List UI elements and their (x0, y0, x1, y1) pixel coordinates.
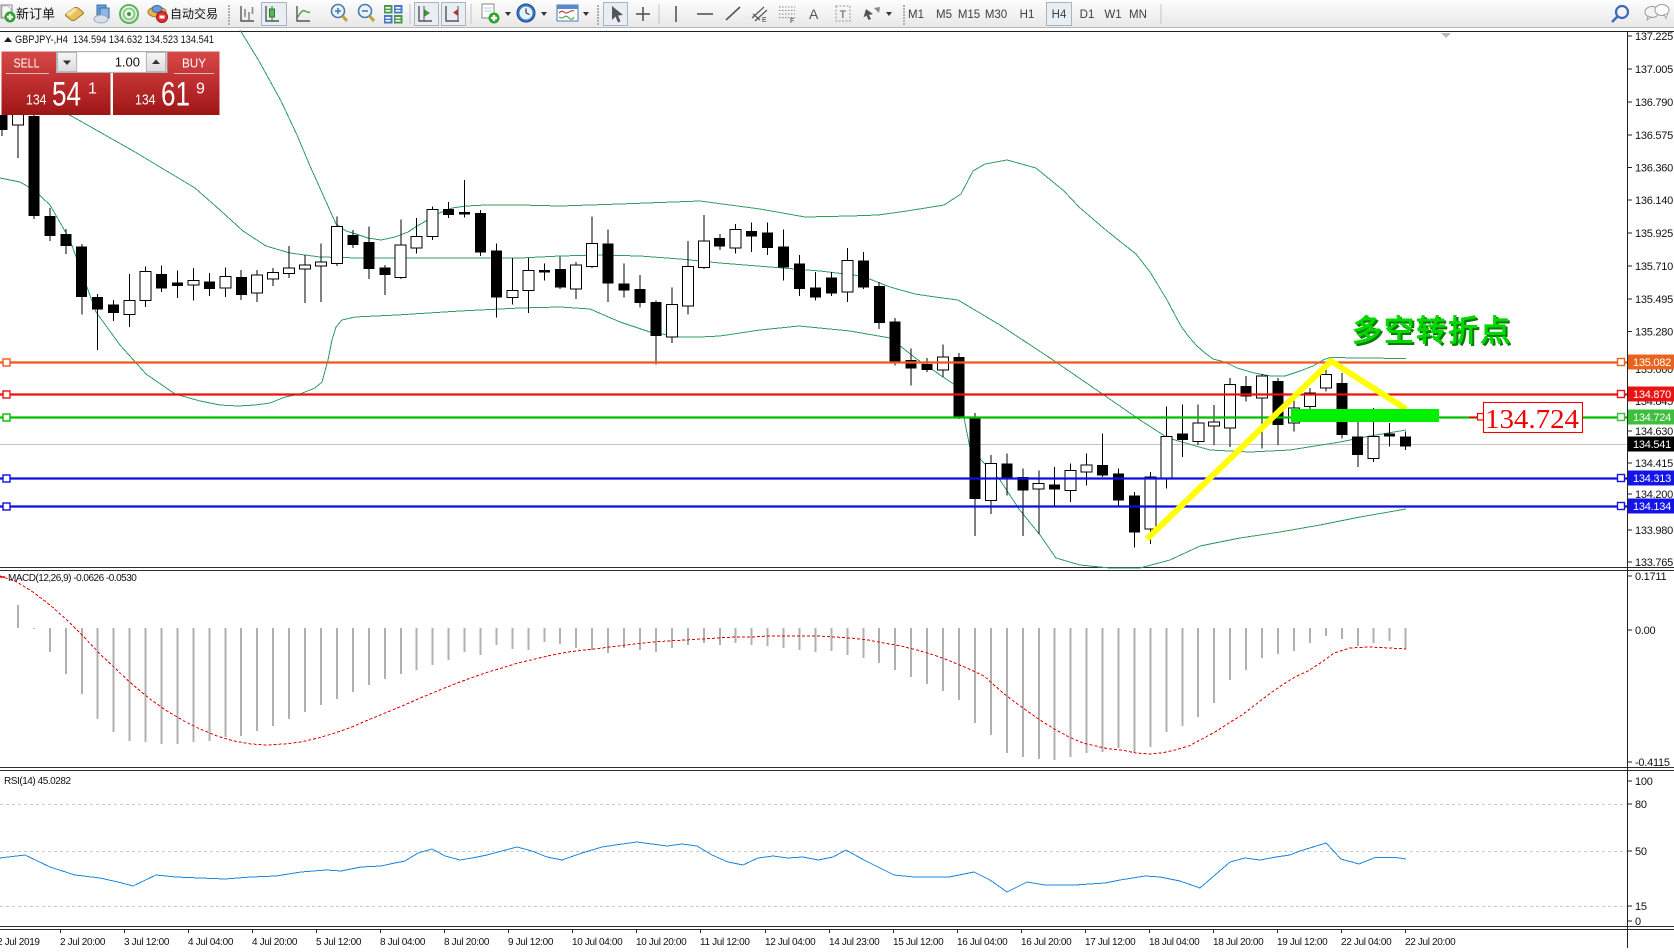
svg-text:D1: D1 (1080, 9, 1095, 21)
svg-text:M5: M5 (936, 9, 952, 21)
svg-text:134.313: 134.313 (1633, 473, 1671, 485)
svg-text:18 Jul 04:00: 18 Jul 04:00 (1149, 937, 1200, 948)
svg-text:61: 61 (161, 76, 190, 114)
svg-text:134: 134 (135, 92, 156, 109)
svg-text:16 Jul 04:00: 16 Jul 04:00 (957, 937, 1008, 948)
svg-text:4 Jul 04:00: 4 Jul 04:00 (188, 937, 234, 948)
svg-text:134: 134 (26, 92, 47, 109)
svg-text:多空转折点: 多空转折点 (1352, 315, 1512, 348)
svg-text:GBPJPY-,H4 134.594 134.632 13: GBPJPY-,H4 134.594 134.632 134.523 134.5… (15, 34, 214, 46)
svg-text:新订单: 新订单 (16, 7, 55, 22)
svg-text:136.360: 136.360 (1635, 163, 1673, 175)
svg-text:133.980: 133.980 (1635, 525, 1673, 537)
svg-text:134.200: 134.200 (1635, 489, 1673, 501)
svg-text:134.630: 134.630 (1635, 426, 1673, 438)
svg-text:SELL: SELL (14, 56, 40, 71)
svg-text:H1: H1 (1020, 9, 1035, 21)
svg-text:M15: M15 (958, 9, 980, 21)
svg-text:1: 1 (88, 81, 97, 98)
svg-text:135.082: 135.082 (1633, 357, 1671, 369)
svg-text:0: 0 (1635, 916, 1641, 928)
svg-text:F: F (790, 18, 794, 25)
svg-text:100: 100 (1635, 776, 1653, 788)
svg-text:0.00: 0.00 (1635, 625, 1656, 637)
svg-text:BUY: BUY (182, 56, 206, 71)
svg-text:MN: MN (1129, 9, 1147, 21)
svg-text:16 Jul 20:00: 16 Jul 20:00 (1021, 937, 1072, 948)
svg-text:14 Jul 23:00: 14 Jul 23:00 (829, 937, 880, 948)
svg-text:137.005: 137.005 (1635, 64, 1673, 76)
svg-text:134.134: 134.134 (1633, 501, 1671, 513)
svg-text:RSI(14) 45.0282: RSI(14) 45.0282 (4, 776, 72, 787)
svg-text:135.925: 135.925 (1635, 228, 1673, 240)
svg-text:0.1711: 0.1711 (1635, 571, 1666, 583)
svg-text:W1: W1 (1104, 9, 1121, 21)
svg-text:135.710: 135.710 (1635, 261, 1673, 273)
svg-text:134.724: 134.724 (1485, 404, 1580, 434)
svg-text:135.280: 135.280 (1635, 327, 1673, 339)
svg-text:多空转折点: 多空转折点 (1354, 317, 1514, 350)
svg-text:22 Jul 04:00: 22 Jul 04:00 (1341, 937, 1392, 948)
svg-text:-0.4115: -0.4115 (1635, 757, 1670, 769)
svg-text:15: 15 (1635, 901, 1647, 913)
svg-text:137.225: 137.225 (1635, 31, 1673, 43)
svg-text:10 Jul 20:00: 10 Jul 20:00 (636, 937, 687, 948)
svg-text:15 Jul 12:00: 15 Jul 12:00 (893, 937, 944, 948)
svg-text:134.541: 134.541 (1633, 439, 1671, 451)
svg-text:10 Jul 04:00: 10 Jul 04:00 (572, 937, 623, 948)
svg-text:2 Jul 20:00: 2 Jul 20:00 (60, 937, 106, 948)
svg-text:134.415: 134.415 (1635, 458, 1673, 470)
svg-text:自动交易: 自动交易 (170, 6, 218, 21)
svg-text:T: T (840, 9, 847, 21)
svg-text:8 Jul 04:00: 8 Jul 04:00 (380, 937, 426, 948)
svg-text:M1: M1 (908, 9, 924, 21)
svg-text:1.00: 1.00 (115, 55, 140, 70)
svg-text:22 Jul 20:00: 22 Jul 20:00 (1405, 937, 1456, 948)
svg-text:5 Jul 12:00: 5 Jul 12:00 (316, 937, 362, 948)
svg-text:2 Jul 2019: 2 Jul 2019 (0, 937, 40, 948)
svg-text:136.575: 136.575 (1635, 130, 1673, 142)
svg-text:A: A (809, 6, 819, 22)
svg-text:134.870: 134.870 (1633, 389, 1671, 401)
svg-text:50: 50 (1635, 846, 1647, 858)
svg-text:8 Jul 20:00: 8 Jul 20:00 (444, 937, 490, 948)
svg-text:19 Jul 12:00: 19 Jul 12:00 (1277, 937, 1328, 948)
svg-text:11 Jul 12:00: 11 Jul 12:00 (700, 937, 750, 948)
svg-text:12 Jul 04:00: 12 Jul 04:00 (765, 937, 816, 948)
svg-text:136.140: 136.140 (1635, 195, 1673, 207)
svg-text:135.495: 135.495 (1635, 294, 1673, 306)
svg-text:4 Jul 20:00: 4 Jul 20:00 (252, 937, 298, 948)
svg-text:9 Jul 12:00: 9 Jul 12:00 (508, 937, 554, 948)
svg-text:17 Jul 12:00: 17 Jul 12:00 (1085, 937, 1136, 948)
svg-text:M30: M30 (985, 9, 1007, 21)
svg-text:E: E (762, 17, 767, 24)
svg-text:MACD(12,26,9) -0.0626 -0.0530: MACD(12,26,9) -0.0626 -0.0530 (8, 573, 137, 584)
svg-text:9: 9 (196, 81, 205, 98)
svg-text:54: 54 (52, 76, 81, 114)
svg-text:136.790: 136.790 (1635, 97, 1673, 109)
svg-text:3 Jul 12:00: 3 Jul 12:00 (124, 937, 170, 948)
svg-text:80: 80 (1635, 799, 1647, 811)
svg-text:134.724: 134.724 (1633, 412, 1671, 424)
svg-text:H4: H4 (1052, 9, 1067, 21)
svg-text:133.765: 133.765 (1635, 557, 1673, 569)
svg-text:18 Jul 20:00: 18 Jul 20:00 (1213, 937, 1264, 948)
